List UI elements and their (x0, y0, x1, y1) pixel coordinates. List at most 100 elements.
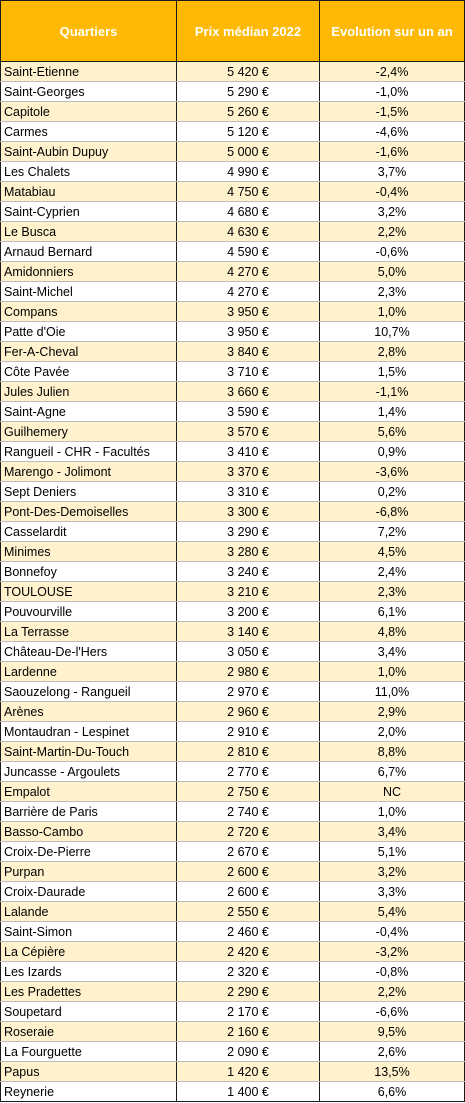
quartier-cell: Saint-Cyprien (0, 201, 177, 222)
table-row[interactable]: Sept Deniers 3 310 €0,2% (0, 481, 465, 502)
price-cell: 2 460 € (176, 921, 320, 942)
table-row[interactable]: Soupetard 2 170 € -6,6% (0, 1001, 465, 1022)
table-row[interactable]: TOULOUSE 3 210 €2,3% (0, 581, 465, 602)
evolution-cell: 2,3% (319, 581, 465, 602)
evolution-cell: -0,8% (319, 961, 465, 982)
table-row[interactable]: Rangueil - CHR - Facultés 3 410 €0,9% (0, 441, 465, 462)
table-row[interactable]: Les Chalets 4 990 €3,7% (0, 161, 465, 182)
table-row[interactable]: Saint-Agne 3 590 €1,4% (0, 401, 465, 422)
price-cell: 3 050 € (176, 641, 320, 662)
table-row[interactable]: La Cépière 2 420 € -3,2% (0, 941, 465, 962)
table-row[interactable]: Croix-Daurade 2 600 €3,3% (0, 881, 465, 902)
quartier-cell: Marengo - Jolimont (0, 461, 177, 482)
table-row[interactable]: Pont-Des-Demoiselles 3 300 € -6,8% (0, 501, 465, 522)
table-row[interactable]: La Fourguette 2 090 €2,6% (0, 1041, 465, 1062)
table-row[interactable]: Arènes 2 960 €2,9% (0, 701, 465, 722)
table-row[interactable]: Saint-Martin-Du-Touch 2 810 €8,8% (0, 741, 465, 762)
table-row[interactable]: Bonnefoy 3 240 €2,4% (0, 561, 465, 582)
table-row[interactable]: Juncasse - Argoulets 2 770 €6,7% (0, 761, 465, 782)
table-row[interactable]: Patte d'Oie 3 950 €10,7% (0, 321, 465, 342)
table-row[interactable]: Croix-De-Pierre 2 670 €5,1% (0, 841, 465, 862)
table-row[interactable]: Barrière de Paris 2 740 €1,0% (0, 801, 465, 822)
table-row[interactable]: Amidonniers 4 270 €5,0% (0, 261, 465, 282)
evolution-cell: 5,0% (319, 261, 465, 282)
table-row[interactable]: Arnaud Bernard 4 590 € -0,6% (0, 241, 465, 262)
evolution-cell: 1,0% (319, 801, 465, 822)
table-row[interactable]: Saint-Etienne 5 420 € -2,4% (0, 61, 465, 82)
table-row[interactable]: Montaudran - Lespinet 2 910 €2,0% (0, 721, 465, 742)
price-cell: 4 630 € (176, 221, 320, 242)
table-row[interactable]: La Terrasse 3 140 €4,8% (0, 621, 465, 642)
quartier-cell: Amidonniers (0, 261, 177, 282)
evolution-cell: 3,3% (319, 881, 465, 902)
quartier-cell: Saint-Agne (0, 401, 177, 422)
evolution-cell: -3,6% (319, 461, 465, 482)
quartier-cell: Fer-A-Cheval (0, 341, 177, 362)
table-row[interactable]: Basso-Cambo 2 720 €3,4% (0, 821, 465, 842)
evolution-cell: 0,9% (319, 441, 465, 462)
table-row[interactable]: Les Izards 2 320 € -0,8% (0, 961, 465, 982)
price-cell: 2 600 € (176, 881, 320, 902)
table-row[interactable]: Papus 1 420 €13,5% (0, 1061, 465, 1082)
table-row[interactable]: Saint-Michel 4 270 €2,3% (0, 281, 465, 302)
evolution-cell: -0,4% (319, 921, 465, 942)
quartier-cell: La Terrasse (0, 621, 177, 642)
price-cell: 3 410 € (176, 441, 320, 462)
header-prix-median[interactable]: Prix médian 2022 (176, 0, 320, 62)
table-row[interactable]: Château-De-l'Hers 3 050 €3,4% (0, 641, 465, 662)
price-cell: 2 290 € (176, 981, 320, 1002)
table-row[interactable]: Lardenne 2 980 €1,0% (0, 661, 465, 682)
evolution-cell: 4,8% (319, 621, 465, 642)
evolution-cell: NC (319, 781, 465, 802)
evolution-cell: 9,5% (319, 1021, 465, 1042)
table-row[interactable]: Minimes 3 280 €4,5% (0, 541, 465, 562)
table-row[interactable]: Capitole 5 260 € -1,5% (0, 101, 465, 122)
price-cell: 5 120 € (176, 121, 320, 142)
price-cell: 4 750 € (176, 181, 320, 202)
table-row[interactable]: Compans 3 950 €1,0% (0, 301, 465, 322)
table-row[interactable]: Le Busca 4 630 €2,2% (0, 221, 465, 242)
evolution-cell: 5,6% (319, 421, 465, 442)
table-row[interactable]: Empalot 2 750 € NC (0, 781, 465, 802)
table-row[interactable]: Lalande 2 550 €5,4% (0, 901, 465, 922)
table-row[interactable]: Saint-Cyprien 4 680 €3,2% (0, 201, 465, 222)
table-row[interactable]: Casselardit 3 290 €7,2% (0, 521, 465, 542)
quartier-cell: Château-De-l'Hers (0, 641, 177, 662)
table-row[interactable]: Pouvourville 3 200 €6,1% (0, 601, 465, 622)
table-row[interactable]: Saint-Aubin Dupuy 5 000 € -1,6% (0, 141, 465, 162)
table-row[interactable]: Matabiau 4 750 € -0,4% (0, 181, 465, 202)
evolution-cell: 2,6% (319, 1041, 465, 1062)
quartier-cell: Guilhemery (0, 421, 177, 442)
table-row[interactable]: Saint-Georges 5 290 € -1,0% (0, 81, 465, 102)
table-row[interactable]: Reynerie 1 400 €6,6% (0, 1081, 465, 1102)
table-row[interactable]: Côte Pavée 3 710 €1,5% (0, 361, 465, 382)
quartier-cell: Jules Julien (0, 381, 177, 402)
table-row[interactable]: Purpan 2 600 €3,2% (0, 861, 465, 882)
header-evolution[interactable]: Evolution sur un an (319, 0, 465, 62)
table-row[interactable]: Marengo - Jolimont 3 370 € -3,6% (0, 461, 465, 482)
quartier-cell: Bonnefoy (0, 561, 177, 582)
price-cell: 2 320 € (176, 961, 320, 982)
quartier-cell: Saint-Georges (0, 81, 177, 102)
table-row[interactable]: Guilhemery 3 570 €5,6% (0, 421, 465, 442)
price-cell: 3 950 € (176, 301, 320, 322)
table-row[interactable]: Jules Julien 3 660 € -1,1% (0, 381, 465, 402)
quartier-cell: Basso-Cambo (0, 821, 177, 842)
price-cell: 3 370 € (176, 461, 320, 482)
price-cell: 2 420 € (176, 941, 320, 962)
quartier-cell: Sept Deniers (0, 481, 177, 502)
table-row[interactable]: Les Pradettes 2 290 €2,2% (0, 981, 465, 1002)
table-row[interactable]: Saint-Simon 2 460 € -0,4% (0, 921, 465, 942)
price-cell: 5 420 € (176, 61, 320, 82)
table-row[interactable]: Fer-A-Cheval 3 840 €2,8% (0, 341, 465, 362)
evolution-cell: 10,7% (319, 321, 465, 342)
evolution-cell: -6,8% (319, 501, 465, 522)
price-cell: 2 600 € (176, 861, 320, 882)
table-row[interactable]: Roseraie 2 160 €9,5% (0, 1021, 465, 1042)
price-cell: 3 840 € (176, 341, 320, 362)
table-row[interactable]: Saouzelong - Rangueil 2 970 €11,0% (0, 681, 465, 702)
table-row[interactable]: Carmes 5 120 € -4,6% (0, 121, 465, 142)
evolution-cell: 6,7% (319, 761, 465, 782)
evolution-cell: -6,6% (319, 1001, 465, 1022)
header-quartiers[interactable]: Quartiers (0, 0, 177, 62)
